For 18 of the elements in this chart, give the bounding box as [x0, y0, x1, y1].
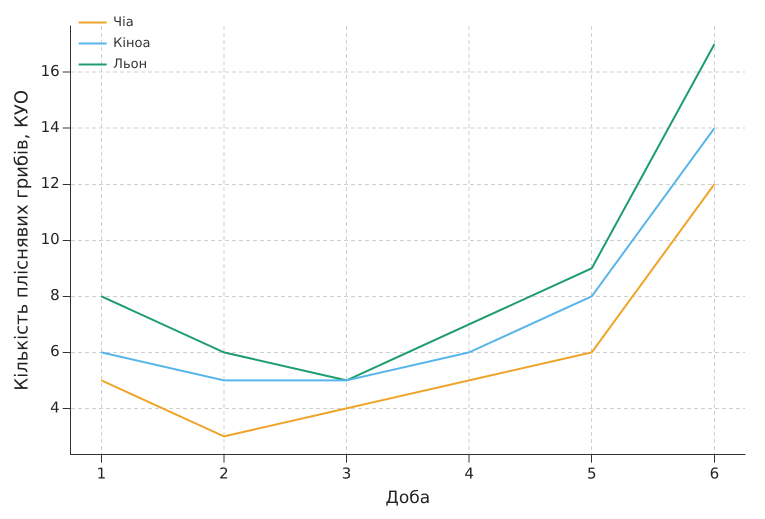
x-tick-label: 4 [464, 464, 474, 482]
x-tick-label: 3 [342, 464, 352, 482]
y-tick-label: 12 [40, 174, 60, 192]
x-tick-label: 6 [710, 464, 720, 482]
y-tick-label: 4 [50, 398, 60, 416]
y-tick-label: 14 [40, 118, 60, 136]
x-tick-label: 1 [96, 464, 106, 482]
x-tick-label: 2 [219, 464, 229, 482]
legend-label: Чіа [113, 14, 134, 30]
y-tick-label: 6 [50, 342, 60, 360]
y-tick-label: 10 [40, 230, 60, 248]
y-tick-label: 8 [50, 286, 60, 304]
x-tick-label: 5 [586, 464, 597, 482]
legend-label: Кіноа [113, 36, 150, 51]
legend-label: Льон [113, 56, 148, 72]
x-axis-title: Доба [386, 488, 430, 508]
y-axis-title: Кількість пліснявих грибів, КУО [11, 90, 32, 391]
y-tick-label: 16 [40, 62, 60, 80]
